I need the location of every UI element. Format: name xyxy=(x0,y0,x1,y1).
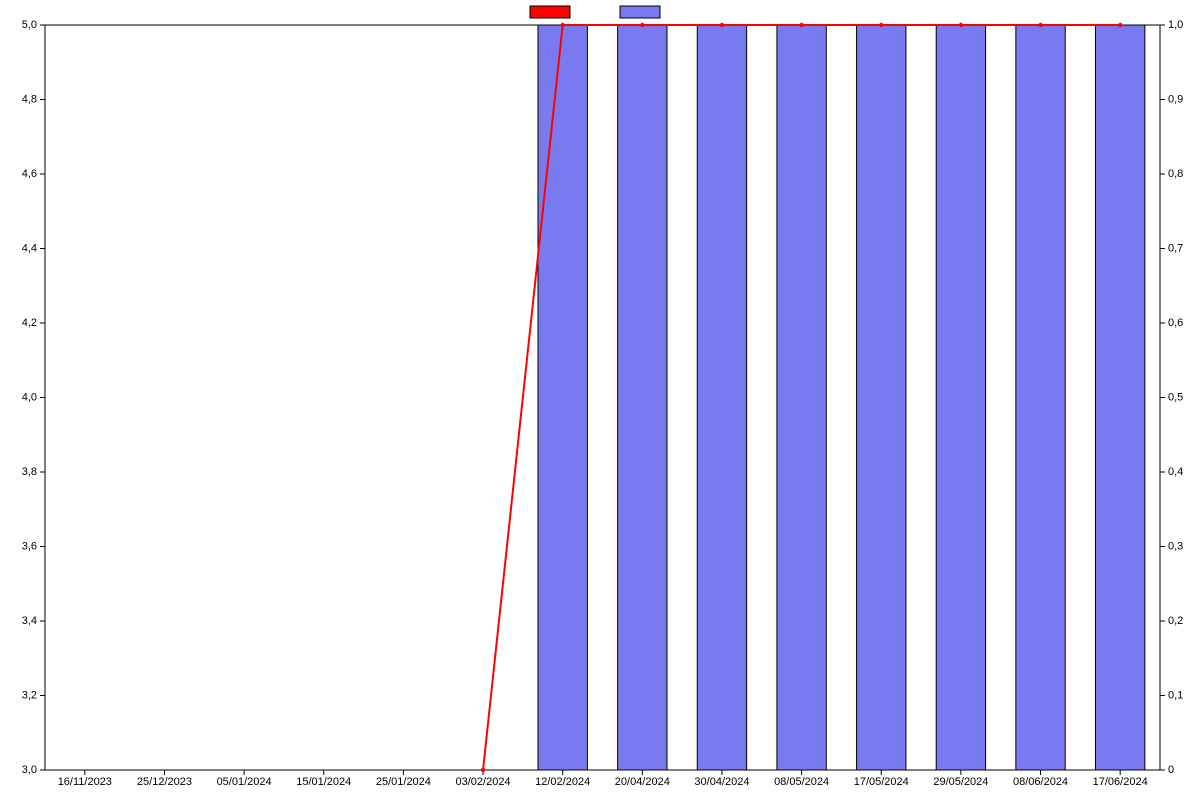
x-tick-label: 16/11/2023 xyxy=(58,776,112,788)
y-right-tick-label: 0,5 xyxy=(1168,391,1183,403)
y-left-tick-label: 3,6 xyxy=(22,540,37,552)
y-right-tick-label: 0,7 xyxy=(1168,242,1183,254)
line-marker xyxy=(959,23,963,27)
y-left-tick-label: 4,6 xyxy=(22,168,37,180)
y-left-tick-label: 4,8 xyxy=(22,93,37,105)
x-tick-label: 25/01/2024 xyxy=(376,776,431,788)
bar xyxy=(936,25,985,770)
bar xyxy=(618,25,667,770)
chart-container: 3,0 3,2 3,4 3,6 3,8 4,0 4,2 4,4 4,6 4,8 5,0 0 0,1 0,2… xyxy=(0,0,1200,800)
x-tick-label: 08/06/2024 xyxy=(1013,776,1068,788)
y-right-tick-label: 0,1 xyxy=(1168,689,1183,701)
y-left-tick-label: 3,0 xyxy=(22,764,37,776)
y-right-tick-label: 0,6 xyxy=(1168,317,1183,329)
line-marker xyxy=(1118,23,1122,27)
x-tick-label: 17/06/2024 xyxy=(1093,776,1148,788)
line-marker xyxy=(720,23,724,27)
y-right-tick-label: 0,8 xyxy=(1168,168,1183,180)
x-tick-label: 05/01/2024 xyxy=(217,776,272,788)
x-tick-label: 15/01/2024 xyxy=(296,776,351,788)
x-tick-label: 29/05/2024 xyxy=(933,776,988,788)
y-left-tick-label: 4,4 xyxy=(22,242,37,254)
y-left-tick-label: 3,8 xyxy=(22,466,37,478)
y-right-tick-label: 0,3 xyxy=(1168,540,1183,552)
bar xyxy=(777,25,826,770)
y-right-tick-label: 1,0 xyxy=(1168,19,1183,31)
x-tick-label: 03/02/2024 xyxy=(456,776,511,788)
y-left-tick-label: 3,2 xyxy=(22,689,37,701)
x-tick-label: 08/05/2024 xyxy=(774,776,829,788)
bar xyxy=(1095,25,1144,770)
line-marker xyxy=(560,23,564,27)
line-marker xyxy=(799,23,803,27)
y-right-tick-label: 0,9 xyxy=(1168,93,1183,105)
y-right-tick-label: 0 xyxy=(1168,764,1174,776)
x-tick-label: 17/05/2024 xyxy=(854,776,909,788)
x-tick-label: 30/04/2024 xyxy=(694,776,749,788)
y-right-tick-label: 0,4 xyxy=(1168,466,1183,478)
line-marker xyxy=(640,23,644,27)
bar xyxy=(538,25,587,770)
line-marker xyxy=(1038,23,1042,27)
y-left-tick-label: 4,2 xyxy=(22,317,37,329)
line-marker xyxy=(879,23,883,27)
bar xyxy=(697,25,746,770)
bar xyxy=(857,25,906,770)
y-left-tick-label: 3,4 xyxy=(22,615,37,627)
legend-swatch-bar xyxy=(620,6,660,18)
bar xyxy=(1016,25,1065,770)
line-marker xyxy=(481,768,485,772)
y-left-tick-label: 5,0 xyxy=(22,19,37,31)
y-left-tick-label: 4,0 xyxy=(22,391,37,403)
x-tick-label: 12/02/2024 xyxy=(535,776,590,788)
x-tick-label: 25/12/2023 xyxy=(137,776,192,788)
x-tick-label: 20/04/2024 xyxy=(615,776,670,788)
legend-swatch-line xyxy=(530,6,570,18)
y-right-tick-label: 0,2 xyxy=(1168,615,1183,627)
chart-svg: 3,0 3,2 3,4 3,6 3,8 4,0 4,2 4,4 4,6 4,8 5,0 0 0,1 0,2… xyxy=(0,0,1200,800)
